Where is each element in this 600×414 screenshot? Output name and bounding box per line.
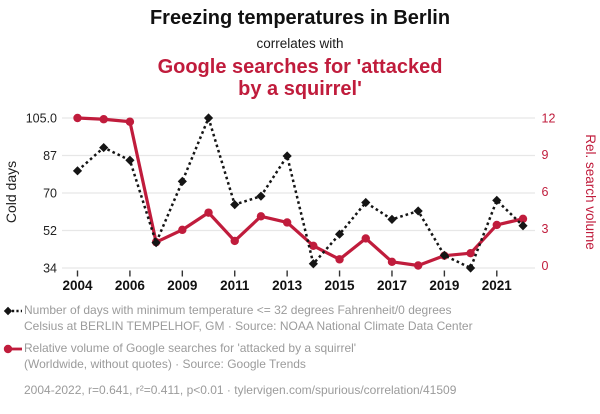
legend-line: Number of days with minimum temperature … [24,303,452,317]
x-axis-tick-label: 2015 [325,278,356,293]
dual-axis-line-chart: 105.0 87 70 52 34 12 9 6 3 0 2004 2006 2009 2011 2013 2… [3,111,598,293]
data-point-diamond [387,214,397,225]
data-point-circle [282,218,292,227]
data-point-diamond [282,151,292,161]
legend-entry-text: Relative volume of Google searches for '… [24,341,356,372]
legend-line: Relative volume of Google searches for '… [24,341,357,355]
left-axis-tick-label: 52 [43,224,57,238]
data-point-circle [413,261,423,270]
x-axis-tick-label: 2004 [62,278,93,293]
data-point-circle [309,241,318,251]
stats-citation: 2004-2022, r=0.641, r²=0.411, p<0.01 · t… [24,383,457,397]
axis-ticks-and-labels: 105.0 87 70 52 34 12 9 6 3 0 2004 2006 2009 2011 2013 2… [26,111,556,293]
left-axis-tick-label: 87 [43,149,57,163]
data-point-diamond [203,113,214,123]
data-point-circle [230,236,239,246]
figure-header: Freezing temperatures in Berlin correlat… [0,6,600,100]
series-line-left [76,116,524,270]
data-point-diamond [492,195,502,205]
left-axis-tick-label: 105.0 [26,111,57,125]
x-axis-tick-label: 2017 [377,278,407,293]
legend-entry-search-volume: Relative volume of Google searches for '… [3,341,597,372]
data-point-diamond [361,197,371,208]
data-point-circle [387,257,397,267]
data-point-circle [204,208,213,217]
right-axis-tick-label: 12 [542,111,556,125]
right-axis-tick-label: 6 [542,185,549,199]
data-point-diamond [256,191,266,201]
data-point-diamond [439,250,449,260]
data-point-circle [518,214,528,223]
x-axis-tick-label: 2009 [167,278,197,293]
data-point-circle [361,234,370,243]
figure-title: Freezing temperatures in Berlin [149,7,451,29]
data-point-diamond [72,166,83,176]
left-axis-tick-label: 34 [43,261,57,275]
x-axis-tick-label: 2021 [482,278,513,293]
data-point-diamond [125,155,135,165]
data-point-diamond [334,229,345,239]
x-axis-tick-label: 2019 [429,278,459,293]
legend-entry-text: Number of days with minimum temperature … [24,303,473,334]
data-point-circle [466,249,475,258]
data-point-circle [335,255,344,264]
data-point-circle [125,117,135,126]
data-point-diamond [99,142,109,153]
figure-subtitle: correlates with [256,36,344,51]
right-axis-title: Rel. search volume [583,134,598,250]
left-axis-title: Cold days [3,161,19,223]
data-point-diamond [518,221,528,231]
black-diamond-dotted-marker-icon [3,306,22,316]
red-title-line-2: by a squirrel' [238,77,362,100]
data-point-diamond [151,238,161,248]
red-title-line-1: Google searches for 'attacked [157,56,443,78]
figure-red-title: Google searches for 'attacked by a squir… [0,56,600,100]
data-point-diamond [465,263,476,273]
x-axis-tick-label: 2013 [272,278,303,293]
data-point-circle [178,225,187,235]
legend-line: Celsius at BERLIN TEMPELHOF, GM · Source… [24,318,473,333]
data-point-circle [492,220,501,230]
right-axis-tick-label: 0 [542,259,549,273]
red-circle-solid-marker-icon [3,344,22,354]
data-point-circle [256,212,266,221]
data-point-diamond [177,176,187,186]
chart-legend: Number of days with minimum temperature … [3,303,597,379]
right-axis-tick-label: 3 [542,222,549,236]
x-axis-tick-label: 2006 [115,278,146,293]
chart-series [72,113,528,273]
right-axis-tick-label: 9 [542,148,549,162]
left-axis-tick-label: 70 [43,186,57,200]
data-point-diamond [308,259,318,269]
series-line-right [77,116,524,268]
data-point-circle [73,113,82,123]
legend-line: (Worldwide, without quotes) · Source: Go… [24,356,306,371]
legend-entry-cold-days: Number of days with minimum temperature … [3,303,597,334]
data-point-diamond [230,200,240,210]
data-point-circle [99,115,108,124]
x-axis-tick-label: 2011 [220,278,250,293]
